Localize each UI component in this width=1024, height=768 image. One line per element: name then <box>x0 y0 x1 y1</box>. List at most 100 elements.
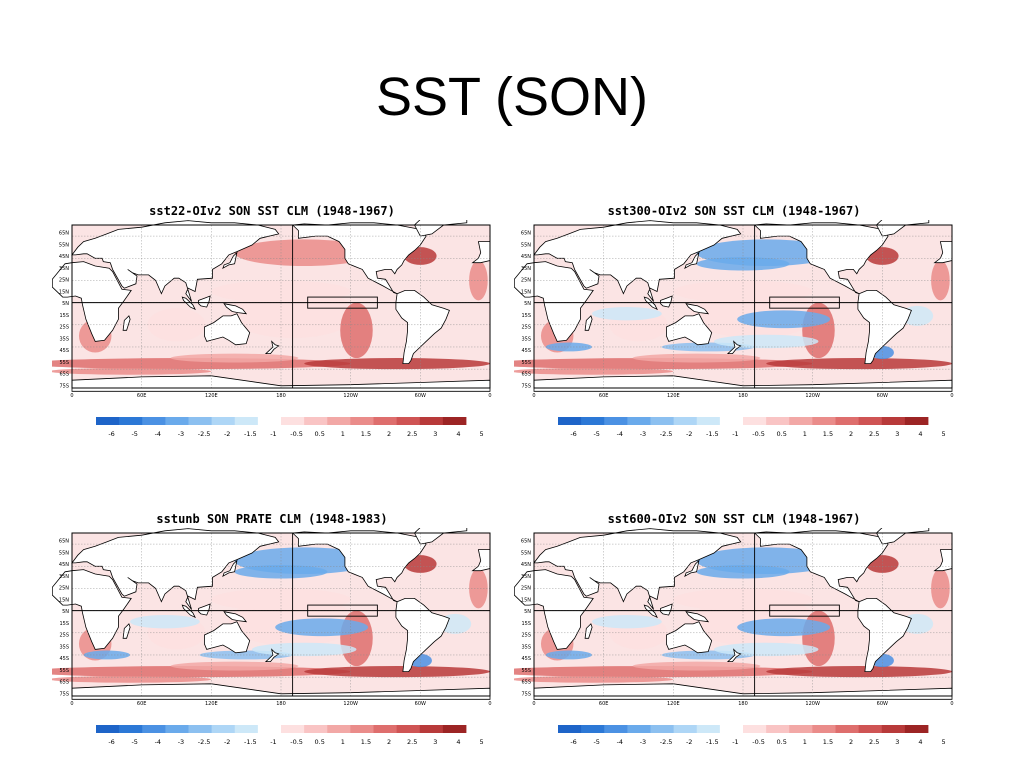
colorbar-label: 1.5 <box>361 430 371 438</box>
lat-tick-label: 35N <box>521 266 531 272</box>
continent <box>857 598 912 672</box>
lat-tick-label: 65N <box>59 231 69 237</box>
colorbar-label: -0.5 <box>752 430 765 438</box>
colorbar-swatch <box>627 417 651 425</box>
continent <box>395 290 450 364</box>
colorbar-swatch <box>234 725 259 733</box>
lat-tick-label: 5N <box>62 609 69 615</box>
lon-tick-label: 60W <box>877 393 888 399</box>
colorbar-swatch <box>304 417 328 425</box>
colorbar-label: 2 <box>387 430 391 438</box>
panel-title: sst300-OIv2 SON SST CLM (1948-1967) <box>607 204 861 218</box>
colorbar-label: -2.5 <box>198 430 211 438</box>
lon-tick-label: 120E <box>205 701 218 707</box>
map-panel-2: sst300-OIv2 SON SST CLM (1948-1967) 65N 5… <box>514 204 954 449</box>
colorbar-swatch <box>350 417 374 425</box>
colorbar-label: -1.5 <box>706 738 719 746</box>
anomaly-patch <box>52 368 212 375</box>
colorbar-swatch <box>858 417 883 425</box>
continent <box>685 303 710 315</box>
lat-tick-label: 45N <box>59 254 69 260</box>
map-frame <box>71 532 491 697</box>
lat-tick-label: 15N <box>59 597 69 603</box>
colorbar-label: 2.5 <box>407 430 417 438</box>
continent <box>584 623 593 639</box>
colorbar-swatch <box>673 725 698 733</box>
lat-tick-label: 15S <box>521 621 531 627</box>
anomaly-patch <box>514 676 674 683</box>
nino-box <box>307 604 378 617</box>
colorbar-label: -4 <box>617 738 623 746</box>
continent <box>533 528 742 610</box>
anomaly-patch <box>737 618 831 637</box>
anomaly-patch <box>592 615 662 629</box>
continent <box>876 220 930 237</box>
lat-tick-label: 45N <box>59 562 69 568</box>
colorbar-label: 2.5 <box>869 738 879 746</box>
colorbar-swatch <box>743 417 767 425</box>
continent <box>181 296 196 311</box>
colorbar-label: 2 <box>849 738 853 746</box>
colorbar-swatch <box>327 725 351 733</box>
lon-tick-label: 60W <box>877 701 888 707</box>
lat-tick-label: 55S <box>59 360 69 366</box>
colorbar-label: 0.5 <box>777 430 787 438</box>
lat-tick-label: 45S <box>59 348 69 354</box>
colorbar-swatch <box>858 725 883 733</box>
lon-tick-label: 60W <box>415 701 426 707</box>
colorbar-swatch <box>396 725 421 733</box>
colorbar-swatch <box>812 725 836 733</box>
colorbar-label: 1 <box>341 430 345 438</box>
lon-tick-label: 0 <box>950 393 953 399</box>
colorbar-label: 4 <box>918 430 922 438</box>
colorbar-label: -6 <box>108 430 114 438</box>
map-panel-1: sst22-OIv2 SON SST CLM (1948-1967) 65N 55… <box>52 204 492 449</box>
continent <box>71 375 491 392</box>
colorbar-swatch <box>627 725 651 733</box>
lon-tick-label: 0 <box>488 701 491 707</box>
colorbar-label: 1 <box>803 738 807 746</box>
colorbar-label: 0.5 <box>315 738 325 746</box>
anomaly-patch <box>304 358 490 370</box>
anomaly-patch <box>713 642 819 657</box>
lon-tick-label: 0 <box>532 393 535 399</box>
continent <box>726 340 742 354</box>
continent <box>223 303 248 315</box>
lon-tick-label: 180 <box>738 393 748 399</box>
continent <box>684 251 700 270</box>
lat-tick-label: 75S <box>59 384 69 390</box>
anomaly-patch <box>766 358 952 370</box>
colorbar-label: 1.5 <box>823 430 833 438</box>
colorbar-swatch <box>650 725 675 733</box>
continent <box>204 621 251 654</box>
colorbar-swatch <box>211 725 236 733</box>
colorbar-label: -4 <box>617 430 623 438</box>
lat-tick-label: 25S <box>521 325 531 331</box>
colorbar-swatch <box>442 725 467 733</box>
anomaly-patch <box>802 610 835 667</box>
colorbar-swatch <box>789 417 813 425</box>
lon-tick-label: 60E <box>137 393 147 399</box>
colorbar-label: -1.5 <box>244 430 257 438</box>
continent <box>726 648 742 662</box>
colorbar-swatch <box>165 725 189 733</box>
colorbar-swatch <box>119 417 143 425</box>
lat-tick-label: 45N <box>521 562 531 568</box>
colorbar-swatch <box>165 417 189 425</box>
continent <box>666 313 713 346</box>
colorbar-label: -2 <box>686 430 692 438</box>
lat-tick-label: 15N <box>521 597 531 603</box>
panel-title: sst600-OIv2 SON SST CLM (1948-1967) <box>607 512 861 526</box>
continent <box>414 528 468 545</box>
lon-tick-label: 0 <box>950 701 953 707</box>
lat-tick-label: 75S <box>521 692 531 698</box>
lat-tick-label: 15S <box>59 621 69 627</box>
lat-tick-label: 65S <box>521 372 531 378</box>
continent <box>666 621 713 654</box>
anomaly-patch <box>696 565 790 579</box>
colorbar-swatch <box>719 725 744 733</box>
panel-title: sstunb SON PRATE CLM (1948-1983) <box>156 512 388 526</box>
colorbar-label: 3 <box>895 738 899 746</box>
land-layer <box>514 528 953 700</box>
lat-tick-label: 5N <box>524 609 531 615</box>
